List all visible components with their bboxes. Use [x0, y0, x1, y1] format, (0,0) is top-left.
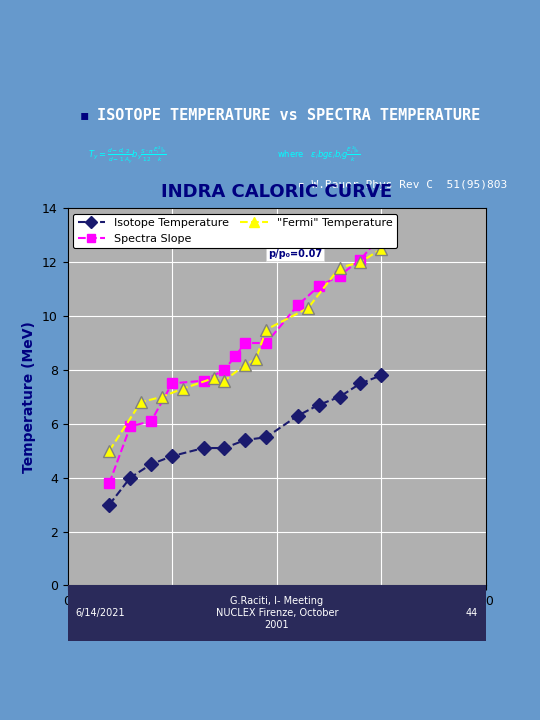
Text: ▪ W.Bauer Phys Rev C  51(95)803: ▪ W.Bauer Phys Rev C 51(95)803 [298, 180, 507, 190]
X-axis label: Excitation Energy (A*MeV): Excitation Energy (A*MeV) [173, 613, 380, 628]
Text: p/p₀=0.07: p/p₀=0.07 [268, 249, 322, 259]
Legend: Isotope Temperature, Spectra Slope, "Fermi" Temperature: Isotope Temperature, Spectra Slope, "Fer… [73, 214, 397, 248]
Text: ▪: ▪ [80, 108, 90, 122]
Title: INDRA CALORIC CURVE: INDRA CALORIC CURVE [161, 184, 393, 202]
Text: G.Raciti, I- Meeting
NUCLEX Firenze, October
2001: G.Raciti, I- Meeting NUCLEX Firenze, Oct… [215, 596, 338, 630]
Text: where   $\varepsilon_i bg\varepsilon_i b_i g \frac{E_i^2|_k}{k}$: where $\varepsilon_i bg\varepsilon_i b_i… [277, 145, 360, 164]
Text: 44: 44 [465, 608, 478, 618]
Y-axis label: Temperature (MeV): Temperature (MeV) [22, 321, 36, 473]
Text: $T_y = \frac{d-d_i}{d-1}\frac{2}{A_y}b_y\frac{S\cdot\pi}{12}\frac{E_i^2|_k}{k}$: $T_y = \frac{d-d_i}{d-1}\frac{2}{A_y}b_y… [89, 145, 167, 166]
Text: ISOTOPE TEMPERATURE vs SPECTRA TEMPERATURE: ISOTOPE TEMPERATURE vs SPECTRA TEMPERATU… [97, 108, 480, 123]
Text: 6/14/2021: 6/14/2021 [76, 608, 125, 618]
